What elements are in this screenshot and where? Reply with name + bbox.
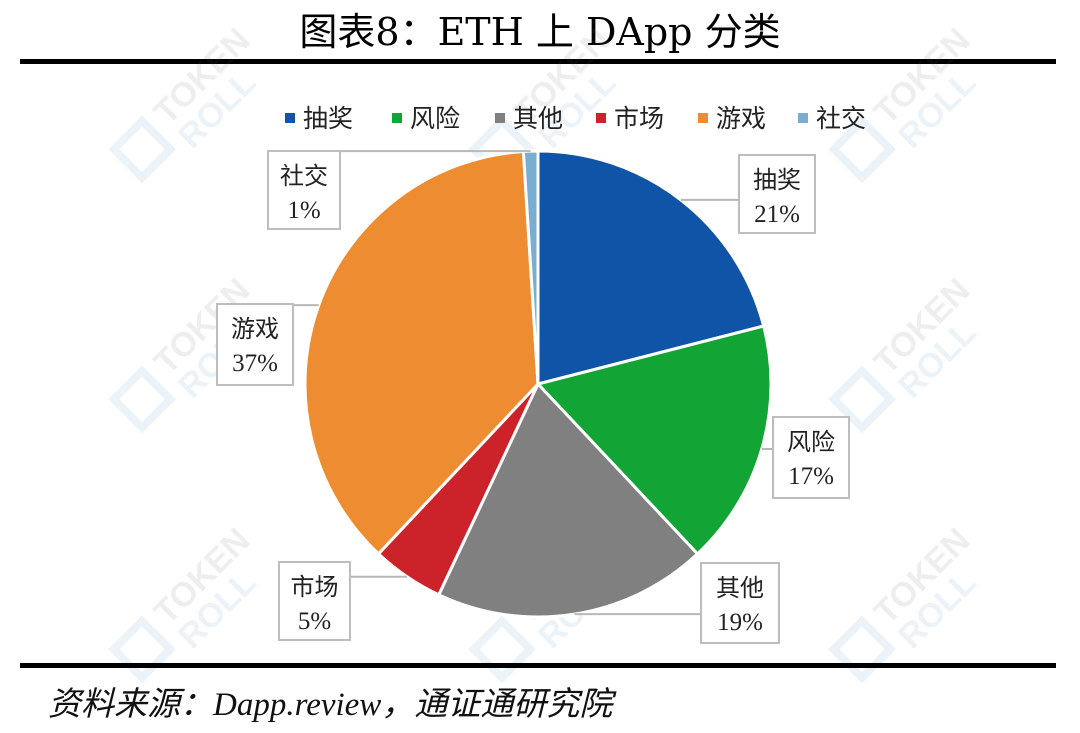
data-label: 抽奖 21% [738,154,816,234]
data-label: 其他 19% [700,562,780,644]
legend-swatch [596,113,606,123]
svg-text:21%: 21% [754,201,800,228]
legend-swatch [392,113,402,123]
svg-text:19%: 19% [717,609,763,636]
data-label: 市场 5% [278,561,351,641]
data-label: 社交 1% [267,150,341,230]
pie-slice [303,149,540,556]
legend-swatch [698,113,708,123]
leader-lines [293,150,773,616]
legend-swatch [495,113,505,123]
data-label: 游戏 37% [216,303,294,386]
pie-slice [437,382,699,619]
legend-entry: 市场 [614,104,664,133]
legend-entry: 风险 [410,104,460,133]
svg-text:风险: 风险 [787,428,835,456]
svg-text:其他: 其他 [716,574,764,602]
source-note: 资料来源：Dapp.review，通证通研究院 [48,687,613,723]
svg-text:5%: 5% [298,608,331,635]
legend-swatch [798,113,808,123]
pie-slice [536,149,766,386]
svg-text:37%: 37% [232,350,278,377]
pie-slices [303,149,773,619]
svg-text:市场: 市场 [291,573,339,601]
svg-text:17%: 17% [788,463,834,490]
figure-title: 图表8：ETH 上 DApp 分类 [299,10,781,54]
legend-entry: 社交 [816,104,866,133]
svg-text:抽奖: 抽奖 [753,166,801,194]
svg-text:1%: 1% [287,197,320,224]
svg-text:游戏: 游戏 [231,315,279,343]
data-label: 风险 17% [772,416,850,499]
legend-swatch [285,113,295,123]
top-rule [20,59,1056,64]
legend-entry: 抽奖 [303,104,353,133]
svg-text:社交: 社交 [280,162,328,190]
bottom-rule [20,663,1056,668]
data-labels: 抽奖 21% 风险 17% 其他 19% 市场 5% 游戏 37% 社交 1% [216,150,850,644]
legend: 抽奖 风险 其他 市场 游戏 社交 [285,104,866,133]
legend-entry: 游戏 [716,104,766,133]
legend-entry: 其他 [513,104,563,133]
